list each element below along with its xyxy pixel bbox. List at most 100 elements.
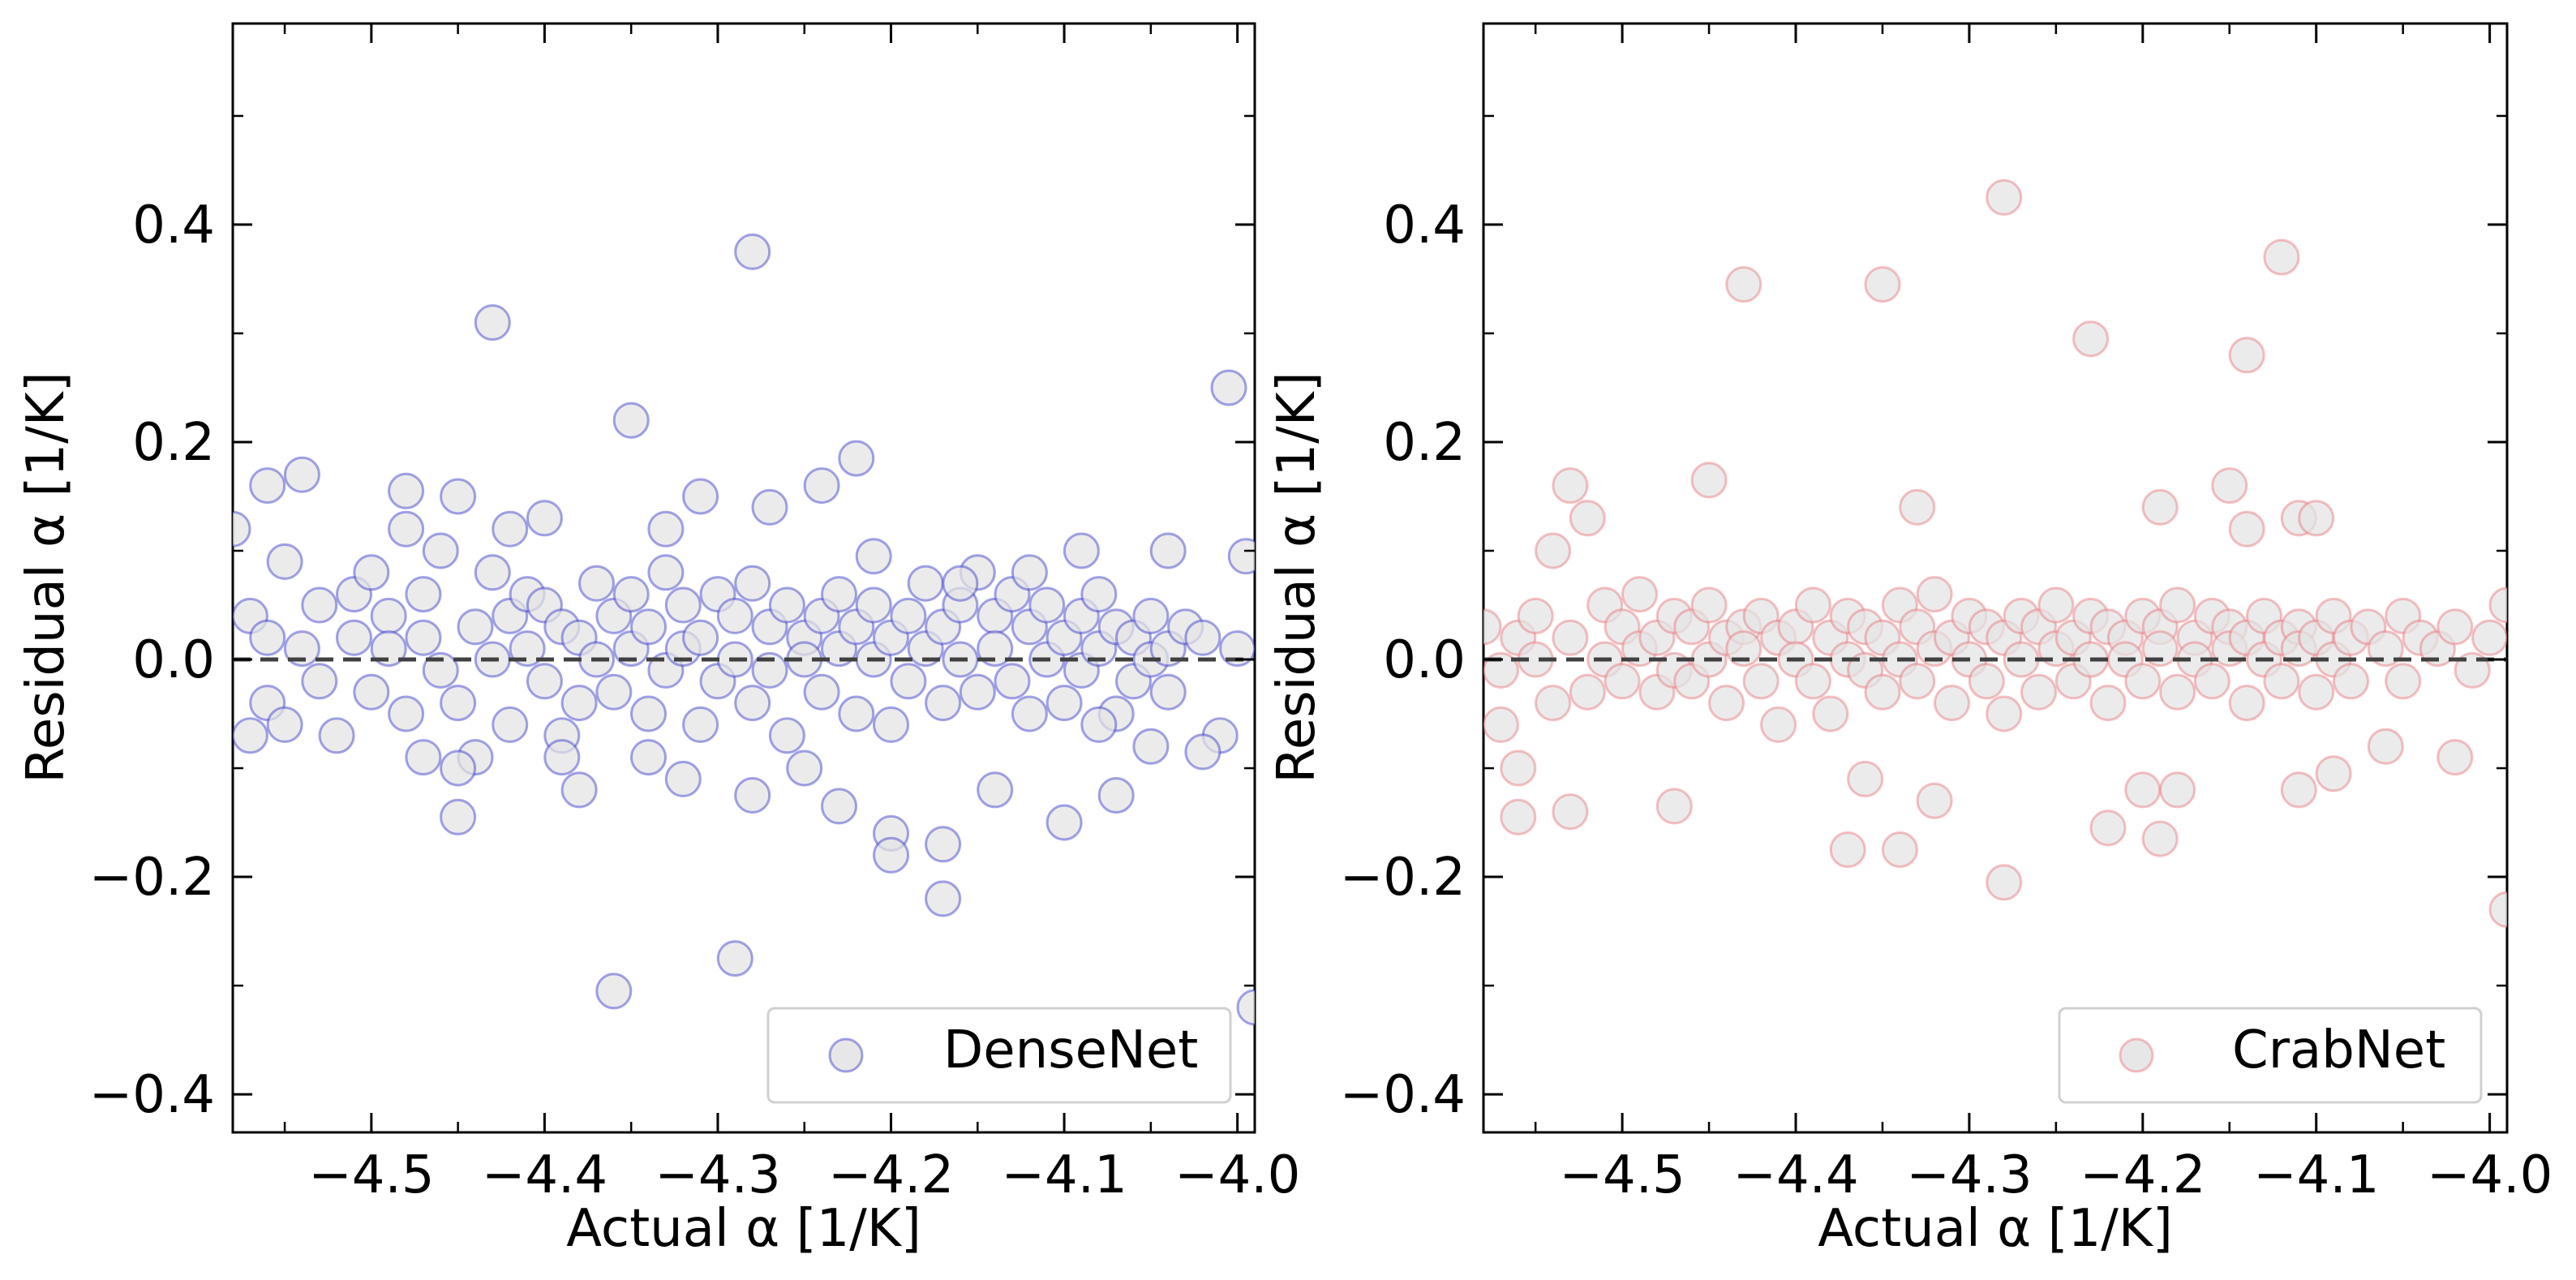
data-point xyxy=(336,619,372,656)
data-point xyxy=(1149,532,1187,569)
data-point xyxy=(2159,771,2196,809)
data-point xyxy=(440,750,477,787)
data-point xyxy=(2159,586,2196,624)
data-point xyxy=(2385,663,2422,700)
data-point xyxy=(1552,619,1589,656)
axis-ticks: −4.5 −4.4 −4.3 −4.2 −4.1 −4.0 −0.4 −0.2 0.0 0.2 0.… xyxy=(89,24,1300,1205)
data-point xyxy=(890,663,927,700)
data-point xyxy=(578,565,615,602)
y-tick-label: −0.4 xyxy=(89,1065,215,1125)
data-point xyxy=(2263,663,2300,700)
data-point xyxy=(612,402,650,439)
legend: DenseNet xyxy=(766,1007,1232,1104)
y-tick-label: 0.2 xyxy=(1383,413,1466,473)
data-point xyxy=(2298,673,2335,711)
x-tick-label: −4.1 xyxy=(2253,1145,2379,1205)
data-point xyxy=(786,750,823,787)
data-point xyxy=(751,488,788,526)
data-point xyxy=(405,619,442,656)
y-axis-label: Residual α [1/K] xyxy=(1267,372,1327,783)
data-point xyxy=(630,695,667,732)
data-point xyxy=(1011,554,1048,591)
data-point xyxy=(1045,804,1083,841)
y-tick-label: 0.4 xyxy=(1383,195,1466,256)
data-point xyxy=(1132,728,1170,765)
data-point xyxy=(873,836,909,874)
data-point xyxy=(1184,733,1221,771)
data-point xyxy=(1986,695,2023,732)
data-point xyxy=(959,673,996,711)
data-point xyxy=(2280,771,2317,809)
scatter-points xyxy=(233,233,1255,1026)
data-point xyxy=(1604,663,1641,700)
data-point xyxy=(855,538,892,575)
data-point xyxy=(1864,266,1901,303)
data-point xyxy=(2488,586,2507,624)
data-point xyxy=(1045,685,1083,722)
data-point xyxy=(353,554,390,591)
data-point xyxy=(1899,663,1936,700)
data-point xyxy=(1132,597,1170,634)
data-point xyxy=(2471,619,2507,656)
data-point xyxy=(1569,500,1606,537)
y-tick-label: 0.4 xyxy=(132,195,215,256)
crabnet-panel: −4.5 −4.4 −4.3 −4.2 −4.1 −4.0 −0.4 −0.2 0.0 0.2 0.… xyxy=(1267,22,2552,1259)
data-point xyxy=(682,619,719,656)
data-point xyxy=(1483,651,1519,689)
data-point xyxy=(353,673,390,711)
data-point xyxy=(647,554,685,591)
data-point xyxy=(595,973,633,1010)
data-point xyxy=(1569,673,1606,711)
data-point xyxy=(803,673,840,711)
data-point xyxy=(2037,586,2075,624)
data-point xyxy=(751,651,788,689)
data-point xyxy=(370,597,407,634)
x-axis-label: Actual α [1/K] xyxy=(566,1199,921,1259)
data-point xyxy=(1968,663,2005,700)
data-point xyxy=(1219,630,1255,668)
data-point xyxy=(768,586,805,624)
data-point xyxy=(526,500,563,537)
data-point xyxy=(1063,532,1100,569)
data-point xyxy=(457,608,494,646)
data-point xyxy=(1500,750,1537,787)
data-point xyxy=(2141,820,2179,857)
data-point xyxy=(2454,651,2491,689)
data-point xyxy=(664,586,702,624)
data-point xyxy=(1690,586,1728,624)
data-point xyxy=(560,771,598,809)
data-point xyxy=(266,543,303,580)
data-point xyxy=(405,576,442,613)
data-point xyxy=(1517,597,1554,634)
data-point xyxy=(301,586,338,624)
data-point xyxy=(492,510,529,548)
data-point xyxy=(1708,685,1745,722)
y-tick-label: 0.0 xyxy=(1383,630,1466,690)
data-point xyxy=(2020,673,2057,711)
legend-label: CrabNet xyxy=(2232,1020,2445,1080)
data-point xyxy=(509,630,546,668)
data-point xyxy=(1725,630,1762,668)
data-point xyxy=(682,706,719,743)
y-axis-label: Residual α [1/K] xyxy=(16,372,76,783)
data-point xyxy=(370,630,407,668)
data-point xyxy=(492,706,529,743)
data-point xyxy=(1535,532,1572,569)
data-point xyxy=(925,880,962,917)
data-point xyxy=(890,597,927,634)
data-point xyxy=(2072,320,2110,358)
data-point xyxy=(2367,728,2404,765)
plot-area-frame xyxy=(1482,22,2509,1134)
data-point xyxy=(925,826,962,863)
data-point xyxy=(1899,488,1936,526)
data-point xyxy=(855,586,892,624)
data-point xyxy=(734,685,771,722)
y-tick-label: 0.0 xyxy=(132,630,215,690)
data-point xyxy=(994,663,1031,700)
data-point xyxy=(1847,760,1884,797)
scatter-points xyxy=(1483,178,2507,928)
data-point xyxy=(630,608,667,646)
data-point xyxy=(647,510,685,548)
data-point xyxy=(405,739,442,776)
